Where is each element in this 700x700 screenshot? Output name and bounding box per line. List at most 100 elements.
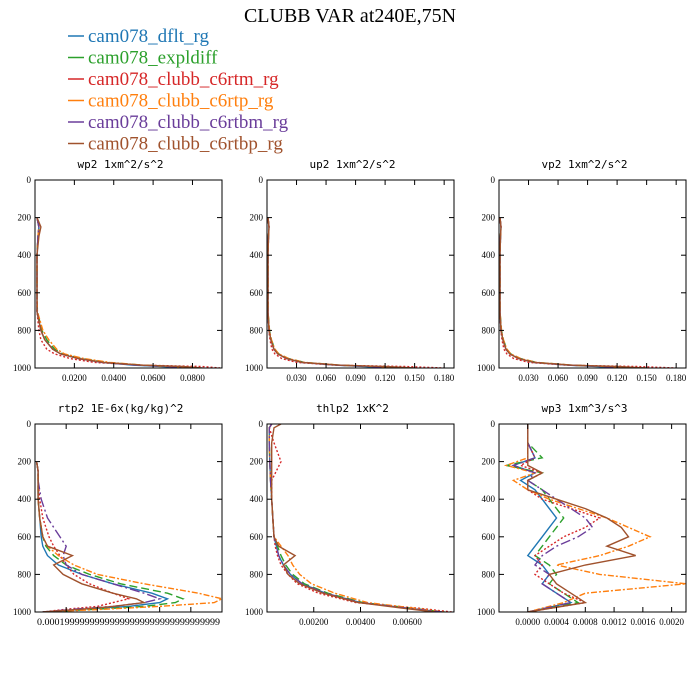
series-line	[268, 424, 445, 612]
series-line	[268, 424, 443, 612]
series-line	[499, 217, 677, 368]
panel-title: rtp2 1E-6x(kg/kg)^2	[58, 402, 184, 415]
y-tick-label: 0	[491, 419, 496, 429]
y-tick-label: 800	[18, 325, 32, 335]
series-line	[267, 217, 391, 368]
panel-title: vp2 1xm^2/s^2	[541, 158, 627, 171]
y-tick-label: 0	[27, 419, 32, 429]
legend-label: cam078_clubb_c6rtp_rg	[88, 91, 274, 112]
x-tick-label: 0.0020	[659, 617, 684, 627]
series-line	[499, 217, 618, 368]
series-group	[267, 217, 445, 368]
y-tick-label: 800	[18, 569, 32, 579]
y-tick-label: 800	[250, 569, 264, 579]
series-line	[499, 217, 647, 368]
y-tick-label: 1000	[13, 363, 32, 373]
panel-frame	[266, 423, 455, 613]
y-tick-label: 400	[482, 250, 496, 260]
x-tick-label: 0.180	[666, 373, 687, 383]
legend-entry: cam078_clubb_c6rtbm_rg	[68, 112, 289, 133]
series-line	[36, 217, 183, 368]
series-line	[506, 424, 580, 612]
series-line	[518, 424, 602, 612]
series-group	[499, 217, 677, 368]
y-tick-label: 1000	[245, 607, 264, 617]
series-line	[36, 217, 193, 368]
panel: wp2 1xm^2/s^2 0 200 400 600 800 1000 0.0200 0.04…	[13, 158, 223, 383]
series-line	[267, 217, 395, 368]
y-tick-label: 400	[482, 494, 496, 504]
x-tick-label: 0.0008	[573, 617, 598, 627]
series-line	[271, 424, 436, 612]
legend-label: cam078_clubb_c6rtbp_rg	[88, 134, 283, 155]
series-line	[268, 424, 443, 612]
x-tick-label: 0.030	[518, 373, 539, 383]
y-tick-label: 600	[482, 288, 496, 298]
series-line	[511, 424, 594, 612]
series-group	[503, 424, 686, 612]
y-tick-label: 400	[250, 494, 264, 504]
x-tick-label: 0.150	[405, 373, 426, 383]
series-group	[268, 424, 452, 612]
series-line	[499, 217, 627, 368]
panel-title: wp2 1xm^2/s^2	[77, 158, 163, 171]
panel-title: up2 1xm^2/s^2	[309, 158, 395, 171]
y-tick-label: 400	[18, 494, 32, 504]
x-tick-label: 0.0200	[62, 373, 87, 383]
series-group	[36, 217, 221, 368]
y-tick-label: 0	[491, 175, 496, 185]
series-line	[499, 217, 623, 368]
x-tick-label: 0.180	[434, 373, 455, 383]
figure-title: CLUBB VAR at240E,75N	[244, 5, 456, 27]
series-line	[36, 217, 189, 368]
y-tick-label: 1000	[245, 363, 264, 373]
x-tick-label: 0.00400	[346, 617, 376, 627]
legend-entry: cam078_dflt_rg	[68, 26, 210, 47]
x-tick-label: 0.0012	[602, 617, 627, 627]
legend-entry: cam078_clubb_c6rtp_rg	[68, 91, 274, 112]
y-tick-label: 1000	[477, 363, 496, 373]
y-tick-label: 600	[250, 532, 264, 542]
x-tick-label: 0.120	[375, 373, 396, 383]
panel-title: wp3 1xm^3/s^3	[541, 402, 627, 415]
y-tick-label: 200	[482, 457, 496, 467]
x-tick-label: 0.0400	[101, 373, 126, 383]
y-tick-label: 1000	[13, 607, 32, 617]
x-tick-label: 0.120	[607, 373, 628, 383]
y-tick-label: 200	[18, 457, 32, 467]
y-tick-label: 200	[482, 213, 496, 223]
x-tick-label: 0.150	[637, 373, 658, 383]
x-tick-label: 0.090	[577, 373, 598, 383]
series-line	[527, 424, 636, 612]
y-tick-label: 800	[482, 325, 496, 335]
series-line	[268, 424, 445, 612]
y-tick-label: 600	[250, 288, 264, 298]
series-line	[36, 217, 189, 368]
panel-frame	[498, 179, 687, 369]
series-line	[267, 217, 395, 368]
y-tick-label: 200	[18, 213, 32, 223]
y-tick-label: 600	[18, 532, 32, 542]
series-line	[267, 217, 415, 368]
legend-entry: cam078_expldiff	[68, 48, 218, 69]
series-line	[36, 217, 221, 368]
panel: wp3 1xm^3/s^3 0 200 400 600 800 1000 0.0000 0.00…	[477, 402, 687, 627]
series-line	[35, 461, 147, 612]
panel-frame	[266, 179, 455, 369]
series-line	[268, 424, 452, 612]
y-tick-label: 0	[259, 175, 264, 185]
legend-entry: cam078_clubb_c6rtbp_rg	[68, 134, 283, 155]
series-line	[503, 424, 686, 612]
y-tick-label: 800	[482, 569, 496, 579]
legend-label: cam078_expldiff	[88, 48, 218, 69]
x-tick-label-overlap: 0.00019999999999999999999999999999999	[37, 617, 221, 627]
panel: vp2 1xm^2/s^2 0 200 400 600 800 1000 0.030 0.060…	[477, 158, 687, 383]
series-line	[267, 217, 445, 368]
y-tick-label: 400	[18, 250, 32, 260]
series-line	[499, 217, 627, 368]
y-tick-label: 200	[250, 457, 264, 467]
series-line	[35, 461, 185, 612]
legend-entry: cam078_clubb_c6rtm_rg	[68, 69, 279, 90]
x-tick-label: 0.090	[345, 373, 366, 383]
